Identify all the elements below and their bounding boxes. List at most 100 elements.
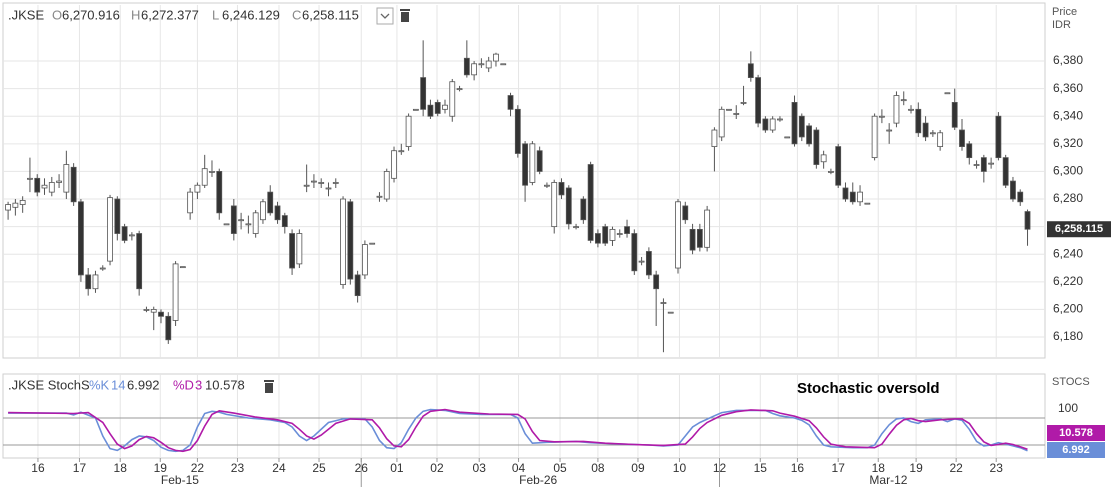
candle-body <box>820 154 827 163</box>
candle-body <box>791 102 798 145</box>
y-tick-label: 6,220 <box>1053 274 1083 288</box>
candle-body <box>412 108 419 111</box>
candle-body <box>544 184 550 187</box>
candle-body <box>252 212 259 234</box>
candle-body <box>587 164 594 241</box>
d-value: 10.578 <box>205 377 245 392</box>
candle-body <box>34 177 41 193</box>
ohlc-value: 6,258.115 <box>302 7 359 22</box>
ohlc-value: 6,246.129 <box>222 7 280 22</box>
candle-body <box>609 228 616 241</box>
candle-body <box>420 77 427 110</box>
candle-body <box>245 223 252 226</box>
candle-body <box>70 166 77 203</box>
candle-body <box>187 191 194 214</box>
trash-body <box>265 383 273 393</box>
candle-body <box>201 168 208 186</box>
y-tick-label: 6,300 <box>1053 164 1083 178</box>
candle-body <box>12 202 19 208</box>
candle-body <box>580 198 587 221</box>
y-tick-label: 100 <box>1058 401 1078 415</box>
study-name: .JKSE StochS <box>8 377 90 392</box>
y-tick-label: 6,380 <box>1053 53 1083 67</box>
candle-body <box>529 143 536 183</box>
candle-body <box>798 115 805 138</box>
candle-body <box>369 242 376 245</box>
candle-body <box>1024 211 1031 230</box>
candle-body <box>289 233 295 269</box>
x-tick-label: 15 <box>754 461 768 475</box>
last-value-badge <box>1047 442 1105 458</box>
candle-body <box>696 228 703 248</box>
candle-body <box>19 200 26 205</box>
candle-body <box>216 171 223 214</box>
candle-body <box>398 150 405 153</box>
candle-body <box>551 182 558 228</box>
candle-body <box>645 251 652 276</box>
candle-body <box>56 180 62 183</box>
candle-body <box>886 129 893 132</box>
candle-body <box>136 233 143 290</box>
k-param: 14 <box>111 377 125 392</box>
y-tick-label: 6,180 <box>1053 329 1083 343</box>
x-tick-label: 22 <box>949 461 963 475</box>
candle-body <box>347 201 354 280</box>
candle-body <box>769 118 776 131</box>
candle-body <box>158 311 164 317</box>
candle-body <box>602 226 609 244</box>
candle-body <box>405 115 412 147</box>
candle-body <box>595 233 601 244</box>
x-tick-label: 23 <box>990 461 1004 475</box>
delete-study-button[interactable] <box>264 380 274 393</box>
candle-body <box>835 146 842 186</box>
trash-body <box>401 12 409 22</box>
candle-body <box>980 157 987 172</box>
candle-body <box>296 233 303 265</box>
candle-body <box>675 201 681 269</box>
k-name: %K <box>89 377 110 392</box>
x-tick-label: 19 <box>909 461 923 475</box>
dropdown-box[interactable] <box>376 7 394 25</box>
candle-body <box>391 150 397 179</box>
candle-body <box>638 260 645 263</box>
candle-body <box>842 187 849 200</box>
candle-body <box>857 191 863 203</box>
x-group-label: Feb-15 <box>161 473 199 487</box>
last-value-label: 10.578 <box>1059 427 1093 439</box>
candle-body <box>864 202 871 205</box>
candle-body <box>143 309 150 311</box>
candle-body <box>565 187 572 225</box>
candle-body <box>689 228 696 251</box>
candle-body <box>48 182 55 193</box>
y-tick-label: 6,200 <box>1053 302 1083 316</box>
candle-body <box>354 274 361 297</box>
candle-body <box>937 132 944 147</box>
candle-body <box>573 226 579 229</box>
x-tick-label: 23 <box>231 461 245 475</box>
candle-body <box>631 233 638 272</box>
candle-body <box>223 223 230 226</box>
candle-body <box>747 63 754 78</box>
candle-body <box>92 274 99 290</box>
dropdown-button[interactable] <box>376 7 394 25</box>
x-group-label: Feb-26 <box>519 473 557 487</box>
candle-body <box>558 182 565 196</box>
candle-body <box>667 311 674 314</box>
y-tick-label: 6,340 <box>1053 108 1083 122</box>
x-tick-label: 24 <box>272 461 286 475</box>
d-param: 3 <box>195 377 202 392</box>
candle-body <box>383 171 390 200</box>
x-tick-label: 17 <box>73 461 87 475</box>
last-price-badge <box>1047 221 1111 238</box>
candle-body <box>522 143 528 186</box>
candle-body <box>165 315 172 341</box>
candle-body <box>238 219 245 222</box>
candle-body <box>718 108 725 138</box>
candle-body <box>908 108 914 111</box>
candle-body <box>813 129 820 165</box>
candle-body <box>704 209 711 248</box>
ohlc-key: O <box>52 7 62 22</box>
x-tick-label: 02 <box>430 461 444 475</box>
delete-button[interactable] <box>400 9 410 22</box>
candle-body <box>303 184 310 187</box>
